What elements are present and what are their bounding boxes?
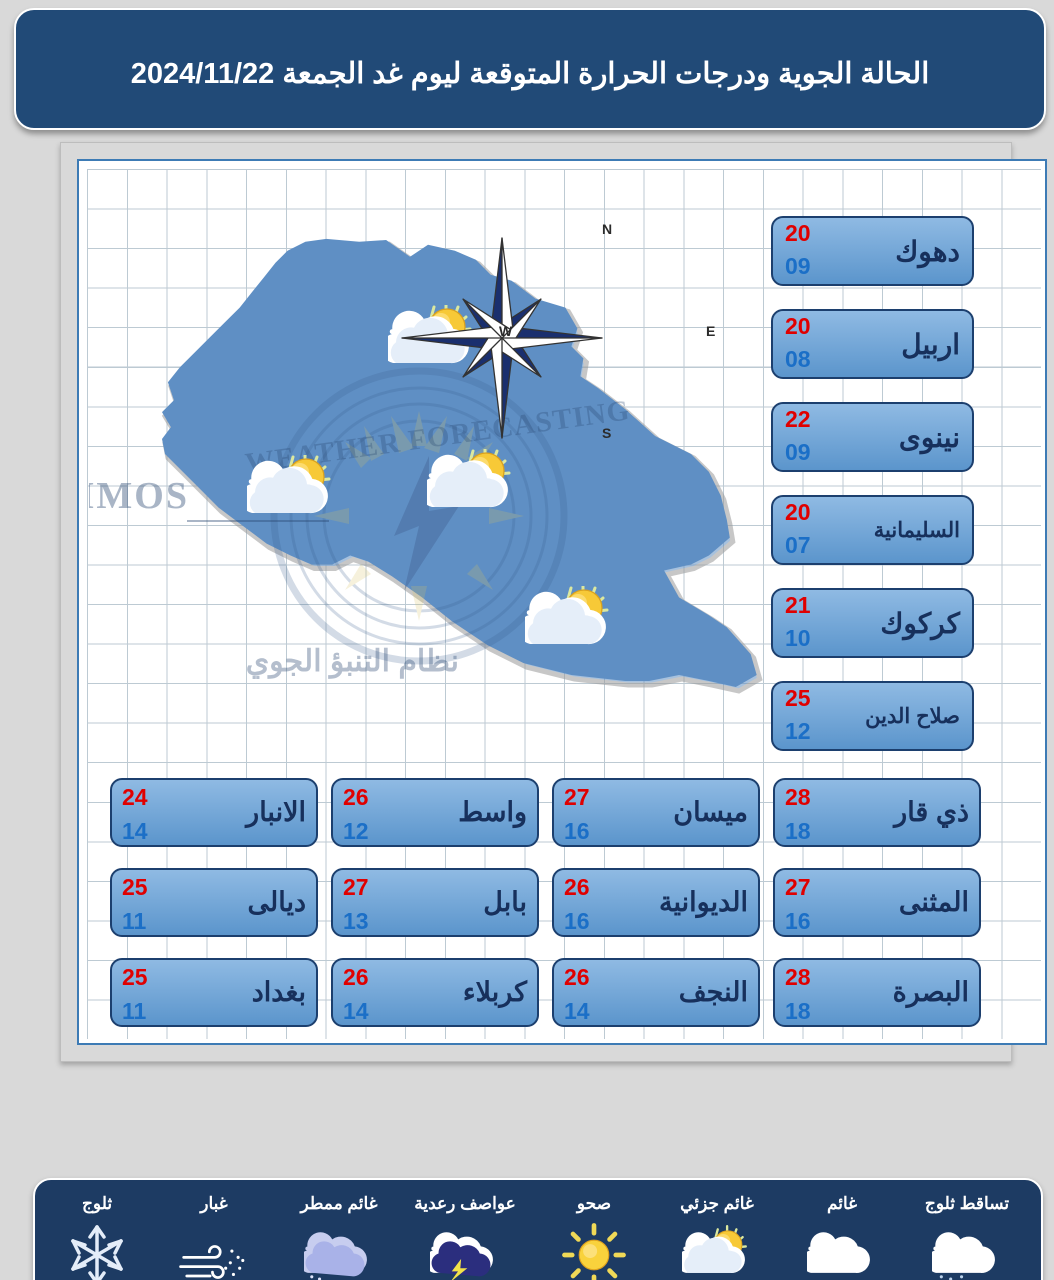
svg-text:IMOS: IMOS — [89, 475, 189, 517]
svg-text:نظام التنبؤ الجوي: نظام التنبؤ الجوي — [246, 645, 459, 679]
